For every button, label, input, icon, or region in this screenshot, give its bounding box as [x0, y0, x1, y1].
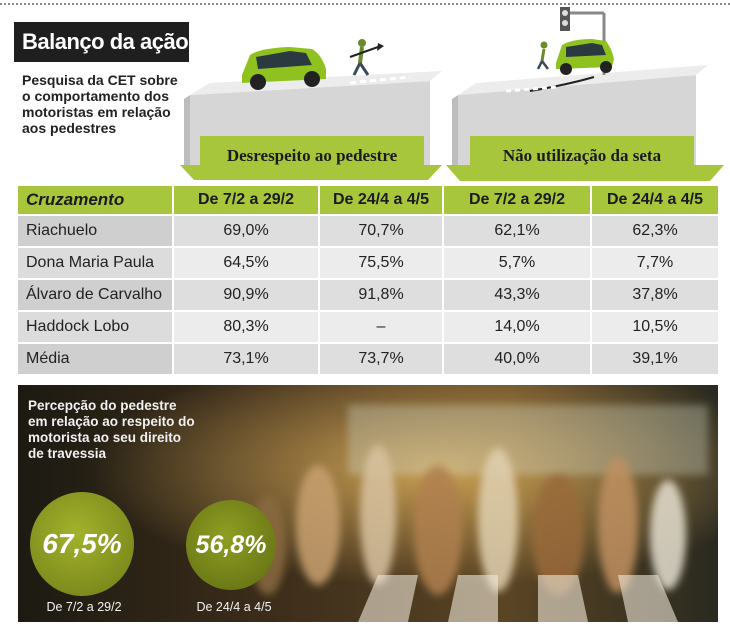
table-cell: 75,5% — [318, 248, 442, 278]
perception-circle-1: 67,5% — [30, 492, 134, 596]
table-cell: 62,1% — [442, 216, 590, 246]
perception-label-2: De 24/4 a 4/5 — [196, 600, 272, 614]
table-row: Riachuelo 69,0% 70,7% 62,1% 62,3% — [18, 216, 718, 246]
pedestrian-icon — [536, 41, 549, 70]
table-cell: 62,3% — [590, 216, 718, 246]
row-name: Média — [18, 344, 172, 374]
group-header-desrespeito: Desrespeito ao pedestre — [200, 136, 424, 176]
table-row: Média 73,1% 73,7% 40,0% 39,1% — [18, 344, 718, 374]
column-header: De 24/4 a 4/5 — [318, 186, 442, 214]
perception-title: Percepção do pedestre em relação ao resp… — [28, 398, 195, 461]
table-cell: 10,5% — [590, 312, 718, 342]
pedestrian-icon — [352, 39, 370, 76]
row-name: Álvaro de Carvalho — [18, 280, 172, 310]
page-title: Balanço da ação — [14, 22, 189, 62]
table-cell: 14,0% — [442, 312, 590, 342]
table-row: Dona Maria Paula 64,5% 75,5% 5,7% 7,7% — [18, 248, 718, 278]
row-name: Haddock Lobo — [18, 312, 172, 342]
table-cell: 80,3% — [172, 312, 318, 342]
row-name: Dona Maria Paula — [18, 248, 172, 278]
group-header-seta: Não utilização da seta — [470, 136, 694, 176]
table-row: Haddock Lobo 80,3% – 14,0% 10,5% — [18, 312, 718, 342]
green-car-icon — [242, 47, 326, 90]
direction-arrow-icon — [349, 43, 384, 58]
perception-label-1: De 7/2 a 29/2 — [46, 600, 122, 614]
perception-value-1: 67,5% — [42, 528, 122, 559]
table-header-row: Cruzamento De 7/2 a 29/2 De 24/4 a 4/5 D… — [18, 186, 718, 214]
table-cell: 7,7% — [590, 248, 718, 278]
row-name: Riachuelo — [18, 216, 172, 246]
table-cell: 73,1% — [172, 344, 318, 374]
green-car-icon — [556, 39, 614, 75]
table-cell: 91,8% — [318, 280, 442, 310]
table-cell: 40,0% — [442, 344, 590, 374]
perception-value-2: 56,8% — [195, 530, 267, 559]
table-cell: 64,5% — [172, 248, 318, 278]
table-cell: 43,3% — [442, 280, 590, 310]
table-cell: 69,0% — [172, 216, 318, 246]
perception-circle-2: 56,8% — [186, 500, 276, 590]
column-header-cruzamento: Cruzamento — [18, 186, 172, 214]
column-header: De 7/2 a 29/2 — [442, 186, 590, 214]
column-header: De 24/4 a 4/5 — [590, 186, 718, 214]
table-cell: 39,1% — [590, 344, 718, 374]
column-header: De 7/2 a 29/2 — [172, 186, 318, 214]
table-cell: 90,9% — [172, 280, 318, 310]
table-cell: – — [318, 312, 442, 342]
page-subtitle: Pesquisa da CET sobre o comportamento do… — [22, 72, 178, 136]
top-dotted-line — [0, 3, 730, 5]
crosswalk-photo — [18, 385, 718, 622]
table-cell: 37,8% — [590, 280, 718, 310]
table-row: Álvaro de Carvalho 90,9% 91,8% 43,3% 37,… — [18, 280, 718, 310]
table-cell: 73,7% — [318, 344, 442, 374]
table-cell: 70,7% — [318, 216, 442, 246]
table-cell: 5,7% — [442, 248, 590, 278]
data-table: Cruzamento De 7/2 a 29/2 De 24/4 a 4/5 D… — [18, 184, 718, 376]
